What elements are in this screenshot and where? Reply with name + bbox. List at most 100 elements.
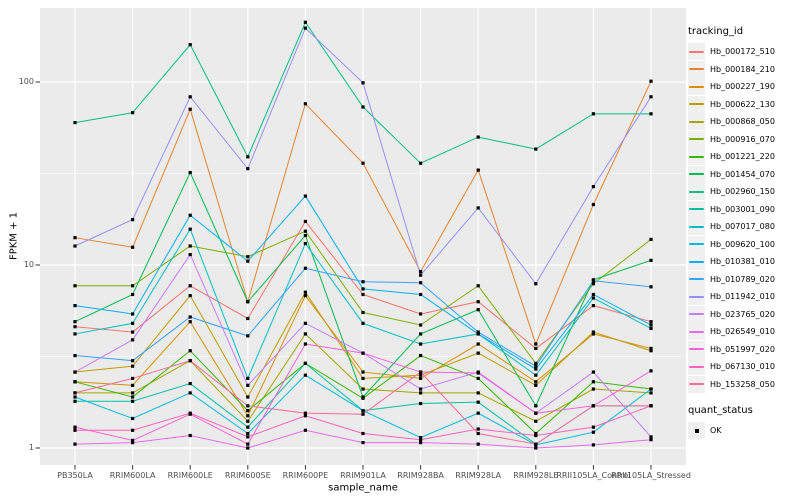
data-point — [73, 120, 77, 125]
data-point — [361, 409, 365, 413]
legend-item: Hb_026549_010 — [688, 323, 800, 341]
data-point — [188, 170, 192, 175]
data-point — [649, 326, 653, 331]
data-point — [303, 332, 307, 336]
data-point — [534, 282, 538, 286]
data-point — [73, 325, 77, 329]
legend-key — [688, 375, 705, 393]
legend-key — [688, 183, 705, 201]
data-point — [188, 252, 192, 257]
legend-key — [688, 323, 705, 341]
data-point — [131, 292, 135, 297]
data-point — [188, 284, 192, 288]
x-tick-label: RRIM600SE — [224, 471, 271, 480]
data-point — [188, 349, 192, 353]
data-point — [246, 376, 250, 381]
data-point — [591, 330, 595, 334]
data-point — [246, 425, 250, 429]
x-axis-title: sample_name — [328, 482, 398, 494]
data-point — [361, 310, 365, 315]
legend-key — [688, 235, 705, 253]
data-point — [303, 411, 307, 415]
data-point — [534, 373, 538, 377]
data-point — [591, 425, 595, 429]
data-point — [246, 431, 250, 436]
data-point — [534, 446, 538, 450]
data-point — [591, 202, 595, 207]
data-point — [534, 147, 538, 151]
data-point — [131, 428, 135, 432]
legend-line-swatch-icon — [689, 313, 704, 316]
data-point — [131, 321, 135, 325]
data-point — [649, 404, 653, 408]
data-point — [246, 167, 250, 171]
data-point — [649, 237, 653, 242]
data-point — [591, 387, 595, 391]
data-point — [188, 227, 192, 231]
legend-line-swatch-icon — [689, 103, 704, 106]
data-point — [591, 279, 595, 283]
data-point — [419, 370, 423, 374]
data-point — [534, 346, 538, 351]
data-point — [131, 330, 135, 334]
legend-line-swatch-icon — [689, 85, 704, 88]
legend-item-label: Hb_067130_010 — [710, 362, 775, 372]
legend: tracking_id Hb_000172_510 Hb_000184_210 Hb… — [688, 26, 800, 440]
data-point — [649, 346, 653, 351]
data-point — [246, 300, 250, 304]
data-point — [361, 412, 365, 416]
data-point — [361, 292, 365, 297]
data-point — [649, 95, 653, 99]
legend-item: Hb_051997_020 — [688, 340, 800, 359]
data-point — [246, 414, 250, 418]
x-tick-label: RRII105LA_Control — [556, 471, 631, 480]
legend-item-label: Hb_000227_190 — [710, 82, 775, 92]
legend-item-label: Hb_002960_150 — [710, 187, 775, 197]
data-point — [591, 282, 595, 286]
data-point — [73, 370, 77, 374]
data-point — [73, 428, 77, 432]
data-point — [303, 102, 307, 106]
data-point — [131, 383, 135, 387]
data-point — [303, 26, 307, 30]
data-point — [73, 442, 77, 446]
data-point — [476, 371, 480, 375]
data-point — [73, 380, 77, 384]
legend-line-swatch-icon — [689, 348, 704, 351]
data-point — [246, 446, 250, 450]
data-point — [419, 312, 423, 316]
legend-title-quant-status: quant_status — [688, 405, 753, 416]
data-point — [419, 401, 423, 406]
data-point — [361, 387, 365, 391]
data-point — [188, 107, 192, 111]
data-point — [476, 206, 480, 210]
data-point — [131, 111, 135, 115]
data-point — [534, 419, 538, 423]
data-point — [246, 442, 250, 446]
legend-item-label: Hb_009620_100 — [710, 239, 775, 249]
data-point — [303, 219, 307, 224]
data-point — [534, 380, 538, 384]
legend-key — [688, 165, 705, 183]
legend-key — [688, 358, 705, 376]
legend-key — [688, 78, 705, 96]
data-point — [591, 112, 595, 116]
data-point — [361, 287, 365, 291]
legend-item: Hb_007017_080 — [688, 218, 800, 236]
data-point — [361, 161, 365, 165]
legend-item-label: Hb_051997_020 — [710, 344, 775, 354]
data-point — [246, 259, 250, 263]
legend-item-label: Hb_000172_510 — [710, 47, 775, 57]
data-point — [73, 399, 77, 403]
data-point — [188, 391, 192, 395]
legend-line-swatch-icon — [689, 295, 704, 298]
data-point — [591, 404, 595, 408]
data-point — [534, 383, 538, 387]
legend-key — [688, 200, 705, 218]
data-point — [73, 236, 77, 240]
x-tick-label: RRIM600PE — [282, 471, 329, 480]
data-point — [246, 255, 250, 259]
legend-item-label: Hb_003001_090 — [710, 204, 775, 214]
